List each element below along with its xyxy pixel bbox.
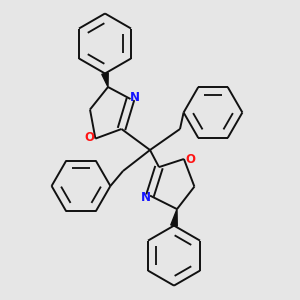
Text: N: N: [140, 190, 151, 204]
Text: N: N: [130, 91, 140, 104]
Polygon shape: [171, 209, 177, 226]
Text: O: O: [84, 131, 94, 144]
Polygon shape: [102, 73, 108, 87]
Text: O: O: [185, 153, 195, 167]
